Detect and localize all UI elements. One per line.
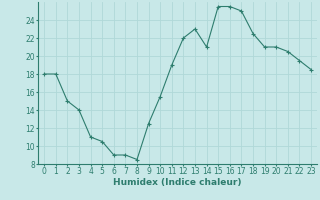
X-axis label: Humidex (Indice chaleur): Humidex (Indice chaleur) bbox=[113, 178, 242, 187]
